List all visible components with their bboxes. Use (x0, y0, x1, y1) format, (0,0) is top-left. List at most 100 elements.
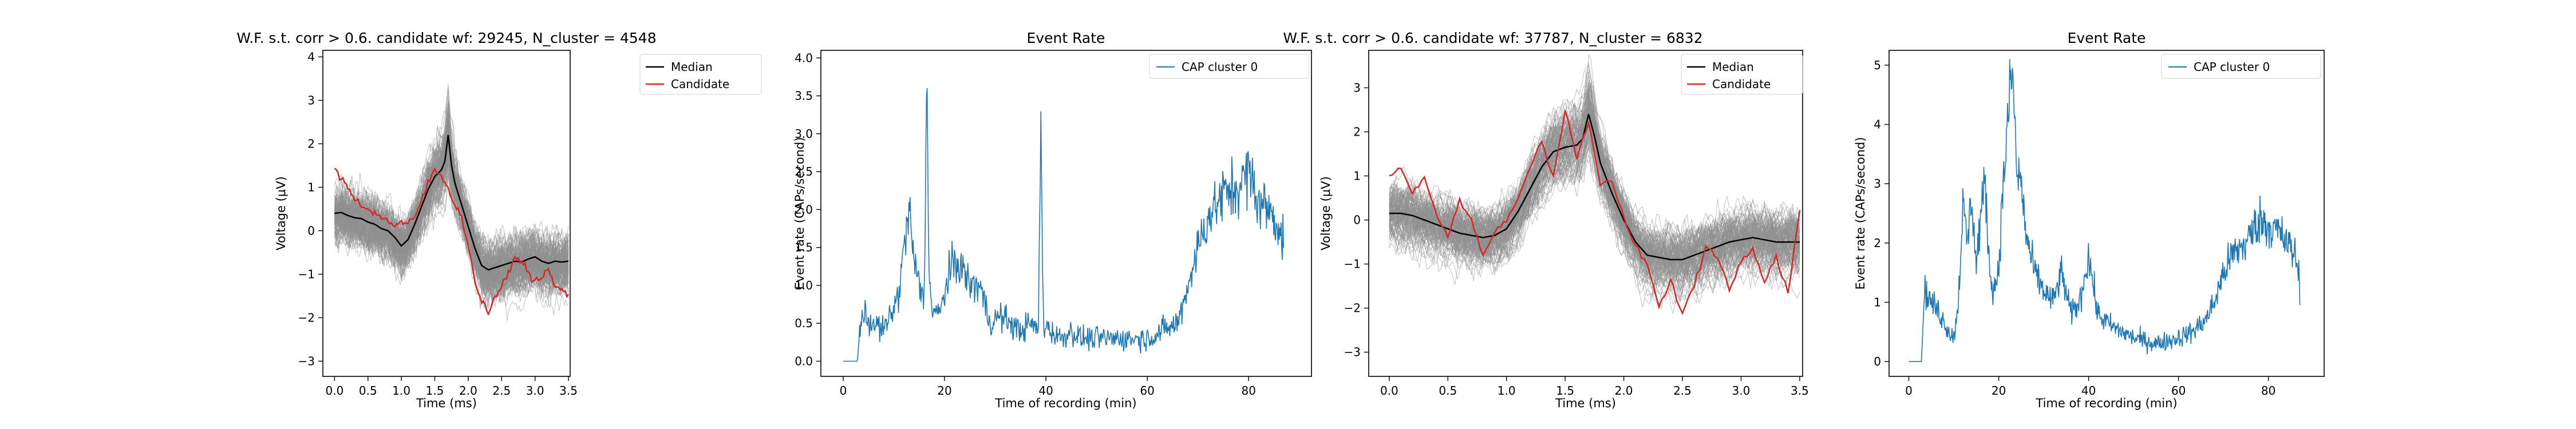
x-axis-label: Time of recording (min) (2035, 396, 2177, 410)
axes-frame (1368, 50, 1803, 377)
y-tick-label: 5 (1874, 58, 1881, 72)
event-rate-line (1909, 59, 2301, 362)
y-tick-label: −1 (1344, 257, 1361, 271)
legend-box (639, 54, 762, 95)
x-tick-label: 40 (1038, 384, 1053, 398)
x-axis: 0 20 40 60 80 (840, 376, 1256, 398)
y-tick-label: 1.5 (795, 241, 813, 255)
chart-title: W.F. s.t. corr > 0.6. candidate wf: 3778… (1283, 30, 1702, 46)
x-axis: 0.0 0.5 1.0 1.5 2.0 2.5 3.0 3.5 (326, 376, 578, 398)
x-tick-label: 0 (1905, 384, 1913, 398)
legend-box (2161, 54, 2321, 79)
y-axis-label: Voltage (μV) (274, 176, 288, 251)
y-axis-label: Event rate (CAPs/second) (1854, 137, 1867, 290)
x-tick-label: 0.5 (1439, 384, 1457, 398)
legend: Median Candidate (1681, 54, 1803, 95)
y-tick-label: −2 (298, 311, 315, 324)
y-tick-label: 2 (1874, 236, 1881, 250)
x-tick-label: 2.0 (1615, 384, 1633, 398)
legend: CAP cluster 0 (1149, 54, 1309, 79)
x-tick-label: 1.5 (1556, 384, 1574, 398)
event-rate-panel-1: Event Rate 0 20 40 60 80 0.0 0.5 1.0 1.5 2.0 2.5 3… (793, 30, 1312, 410)
y-tick-label: 3.5 (795, 89, 813, 103)
y-tick-label: 1.0 (795, 279, 813, 292)
x-tick-label: 2.0 (459, 384, 477, 398)
axes-frame (322, 50, 571, 377)
y-tick-label: 2.0 (795, 202, 813, 216)
waveform-panel-1: W.F. s.t. corr > 0.6. candidate wf: 2924… (236, 30, 762, 410)
x-tick-label: 60 (1140, 384, 1154, 398)
background-trace (1389, 140, 1800, 275)
legend-label-cap-cluster: CAP cluster 0 (2194, 60, 2270, 74)
legend-box (1149, 54, 1309, 79)
x-tick-label: 0.0 (1380, 384, 1398, 398)
plot-area (1389, 54, 1801, 315)
axes-frame (1888, 50, 2325, 377)
y-tick-label: −1 (298, 267, 315, 281)
x-tick-label: 20 (937, 384, 951, 398)
chart-title: Event Rate (1027, 30, 1105, 46)
x-tick-label: 2.5 (492, 384, 511, 398)
background-trace (334, 160, 569, 296)
axes-frame (820, 50, 1312, 377)
x-tick-label: 60 (2171, 384, 2186, 398)
legend-label-candidate: Candidate (1712, 77, 1771, 91)
median-line (334, 135, 569, 271)
x-tick-label: 1.0 (1498, 384, 1516, 398)
background-traces (334, 84, 569, 321)
x-axis-label: Time of recording (min) (994, 396, 1136, 410)
y-tick-label: 4 (307, 50, 315, 63)
plot-area (843, 88, 1285, 362)
x-tick-label: 3.5 (1791, 384, 1809, 398)
y-tick-label: 0 (1874, 355, 1881, 368)
legend-label-candidate: Candidate (671, 77, 729, 91)
legend-label-cap-cluster: CAP cluster 0 (1182, 60, 1258, 74)
y-axis-label: Event rate (CAPs/second) (793, 137, 807, 290)
y-tick-label: 2 (307, 137, 315, 150)
x-tick-label: 1.5 (426, 384, 444, 398)
y-tick-label: 2.5 (795, 165, 813, 178)
x-tick-label: 1.0 (392, 384, 410, 398)
median-line (1389, 114, 1800, 261)
x-tick-label: 80 (2261, 384, 2275, 398)
x-tick-label: 40 (2081, 384, 2096, 398)
legend: CAP cluster 0 (2161, 54, 2321, 79)
event-rate-panel-2: Event Rate 0 20 40 60 80 0 1 2 3 4 5 Time of reco… (1854, 30, 2325, 410)
y-axis: −3 −2 −1 0 1 2 3 (1344, 81, 1369, 359)
event-rate-line (843, 88, 1285, 362)
background-traces (1389, 54, 1800, 314)
background-trace (1389, 62, 1800, 256)
background-trace (1389, 116, 1800, 291)
legend-label-median: Median (671, 60, 713, 74)
y-tick-label: 3 (1874, 177, 1881, 190)
x-tick-label: 2.5 (1673, 384, 1692, 398)
y-tick-label: −2 (1344, 301, 1361, 315)
y-tick-label: 0 (307, 224, 315, 237)
x-tick-label: 3.0 (1732, 384, 1751, 398)
x-tick-label: 80 (1241, 384, 1255, 398)
x-tick-label: 0 (840, 384, 847, 398)
y-tick-label: 1 (307, 180, 315, 194)
x-axis: 0.0 0.5 1.0 1.5 2.0 2.5 3.0 3.5 (1380, 376, 1809, 398)
y-tick-label: −3 (298, 354, 315, 368)
y-axis: 0 1 2 3 4 5 (1874, 58, 1889, 368)
x-axis: 0 20 40 60 80 (1905, 376, 2275, 398)
y-tick-label: 1 (1874, 295, 1881, 309)
y-tick-label: 4 (1874, 118, 1881, 132)
x-tick-label: 3.5 (559, 384, 578, 398)
background-trace (1389, 72, 1800, 281)
y-tick-label: 2 (1353, 125, 1361, 139)
y-tick-label: 0.0 (795, 354, 813, 368)
y-axis: −3 −2 −1 0 1 2 3 4 (298, 50, 323, 368)
candidate-line (334, 167, 570, 316)
y-tick-label: −3 (1344, 345, 1361, 359)
y-axis: 0.0 0.5 1.0 1.5 2.0 2.5 3.0 3.5 4.0 (795, 51, 821, 368)
legend-label-median: Median (1712, 60, 1754, 74)
plot-area (334, 84, 570, 321)
x-tick-label: 0.5 (359, 384, 377, 398)
waveform-panel-2: W.F. s.t. corr > 0.6. candidate wf: 3778… (1283, 30, 1808, 410)
plot-area (1909, 59, 2301, 362)
x-tick-label: 20 (1992, 384, 2006, 398)
y-tick-label: 3 (1353, 81, 1361, 94)
y-tick-label: 1 (1353, 169, 1361, 183)
